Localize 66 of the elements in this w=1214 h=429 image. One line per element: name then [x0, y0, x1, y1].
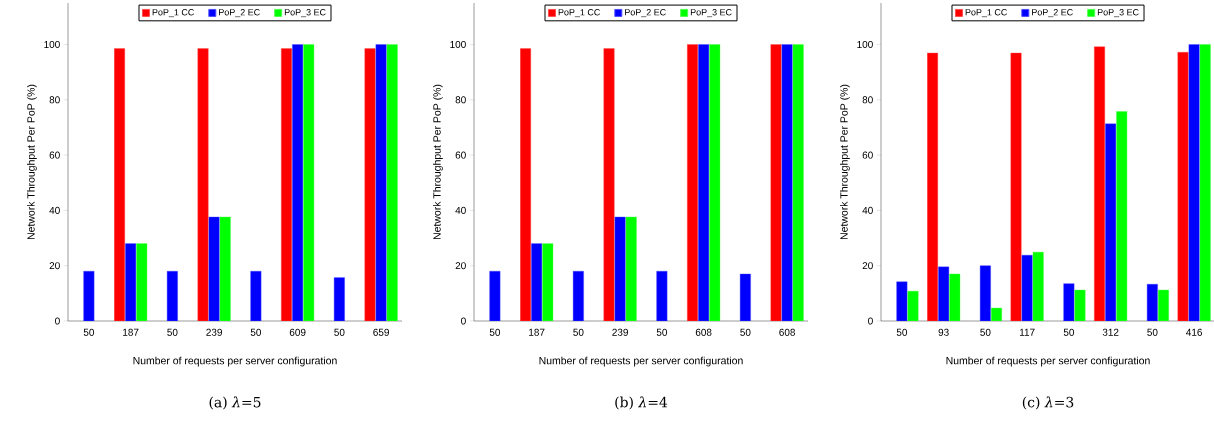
x-tick-label: 312 [1102, 328, 1119, 336]
x-tick-label: 50 [573, 328, 584, 336]
y-tick-label: 100 [450, 40, 466, 48]
y-tick-label: 40 [49, 206, 60, 214]
x-tick-label: 50 [1063, 328, 1075, 336]
x-axis-title: Number of requests per server configuration [133, 356, 337, 367]
x-tick-label: 187 [123, 328, 139, 336]
bar [197, 48, 209, 321]
bar [1177, 52, 1189, 321]
y-tick-label: 20 [455, 262, 466, 270]
x-tick-label: 50 [489, 328, 501, 336]
bar [770, 44, 782, 321]
y-tick-label: 60 [49, 151, 60, 159]
x-tick-label: 93 [938, 328, 949, 336]
y-tick-label: 20 [862, 262, 873, 270]
y-tick-label: 100 [44, 40, 60, 48]
y-tick-label: 0 [461, 317, 466, 325]
y-axis-title: Network Throughput Per PoP (%) [433, 84, 443, 240]
legend-label: PoP_2 EC [625, 9, 666, 18]
y-tick-label: 80 [49, 96, 60, 104]
x-tick-label: 50 [656, 328, 668, 336]
x-tick-label: 608 [779, 328, 795, 336]
y-tick-label: 100 [857, 40, 873, 48]
x-tick-label: 50 [167, 328, 178, 336]
x-tick-label: 659 [373, 328, 389, 336]
x-tick-label: 50 [83, 328, 95, 336]
y-tick-label: 80 [862, 96, 873, 104]
x-tick-label: 50 [740, 328, 751, 336]
x-tick-label: 187 [529, 328, 545, 336]
y-tick-label: 40 [862, 206, 873, 214]
y-axis-title: Network Throughput Per PoP (%) [840, 84, 850, 240]
y-axis-title: Network Throughput Per PoP (%) [27, 84, 37, 240]
x-tick-label: 50 [250, 328, 262, 336]
text: (b) λ=4 [615, 396, 668, 410]
text: (a) λ=5 [209, 396, 261, 410]
x-tick-label: 50 [1147, 328, 1158, 336]
legend-label: PoP_1 CC [558, 9, 600, 18]
y-tick-label: 40 [455, 206, 466, 214]
legend-label: PoP_3 EC [1097, 9, 1139, 18]
legend-label: PoP_2 EC [219, 9, 260, 18]
legend-label: PoP_2 EC [1032, 9, 1073, 18]
y-tick-label: 80 [455, 96, 466, 104]
x-tick-label: 50 [334, 328, 345, 336]
legend-label: PoP_3 EC [690, 9, 732, 18]
y-tick-label: 0 [55, 317, 60, 325]
bar [603, 48, 615, 321]
x-tick-label: 117 [1019, 328, 1035, 336]
x-tick-label: 239 [206, 328, 222, 336]
x-tick-label: 50 [896, 328, 908, 336]
x-tick-label: 608 [695, 328, 712, 336]
legend-label: PoP_1 CC [152, 9, 194, 18]
legend-label: PoP_3 EC [284, 9, 326, 18]
x-axis-title: Number of requests per server configuration [946, 356, 1150, 367]
x-axis-title: Number of requests per server configuration [539, 356, 743, 367]
x-tick-label: 416 [1186, 328, 1203, 336]
x-tick-label: 50 [980, 328, 991, 336]
y-tick-label: 60 [862, 151, 873, 159]
bar [364, 48, 376, 321]
x-tick-label: 239 [612, 328, 628, 336]
y-tick-label: 0 [868, 317, 873, 325]
y-tick-label: 20 [49, 262, 60, 270]
bar [1010, 52, 1022, 321]
legend-label: PoP_1 CC [965, 9, 1007, 18]
x-tick-label: 609 [289, 328, 306, 336]
text: (c) λ=3 [1022, 396, 1074, 410]
y-tick-label: 60 [455, 151, 466, 159]
